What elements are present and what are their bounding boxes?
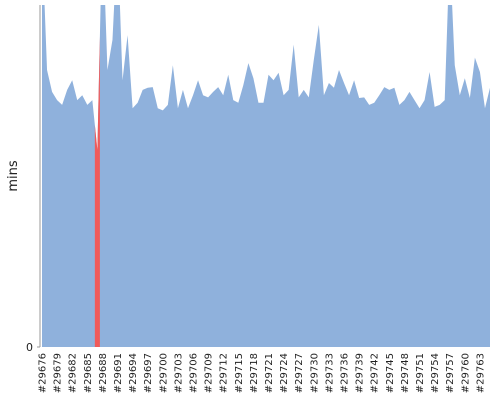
x-tick-label: #29715 — [234, 353, 245, 393]
x-tick-label: #29718 — [249, 353, 260, 393]
x-tick-label: #29688 — [98, 353, 109, 393]
x-tick-label: #29709 — [204, 353, 215, 393]
x-tick-label: #29745 — [385, 353, 396, 393]
y-tick-label: 0 — [26, 341, 33, 354]
x-tick-label: #29748 — [400, 353, 411, 393]
x-tick-label: #29760 — [460, 353, 471, 393]
failed-build — [94, 36, 100, 347]
x-tick-label: #29703 — [173, 353, 184, 393]
x-tick-label: #29697 — [143, 353, 154, 393]
x-tick-label: #29763 — [475, 353, 486, 393]
x-tick-label: #29721 — [264, 353, 275, 393]
x-tick-label: #29727 — [294, 353, 305, 393]
x-tick-label: #29754 — [430, 353, 441, 393]
x-tick-label: #29751 — [415, 353, 426, 393]
x-tick-label: #29757 — [445, 353, 456, 393]
x-tick-label: #29730 — [309, 353, 320, 393]
x-tick-label: #29733 — [324, 353, 335, 393]
x-tick-label: #29700 — [158, 353, 169, 393]
plot-area — [42, 5, 490, 347]
x-tick-label: #29694 — [128, 353, 139, 393]
x-tick-label: #29676 — [38, 353, 49, 393]
x-tick-label: #29736 — [340, 353, 351, 393]
x-tick-label: #29739 — [355, 353, 366, 393]
y-axis-label: mins — [6, 160, 21, 192]
x-tick-label: #29691 — [113, 353, 124, 393]
x-tick-label: #29679 — [53, 353, 64, 393]
x-tick-label: #29706 — [189, 353, 200, 393]
x-tick-label: #29712 — [219, 353, 230, 393]
x-tick-label: #29724 — [279, 353, 290, 393]
x-tick-label: #29742 — [370, 353, 381, 393]
x-tick-label: #29685 — [83, 353, 94, 393]
x-tick-label: #29682 — [68, 353, 79, 393]
area — [42, 5, 490, 347]
